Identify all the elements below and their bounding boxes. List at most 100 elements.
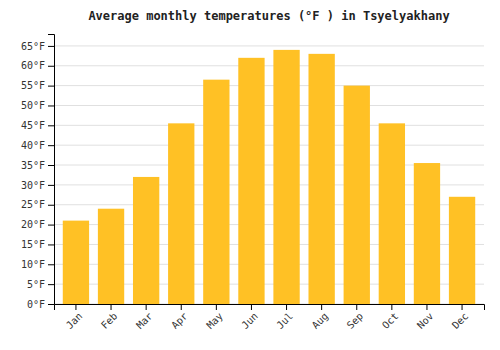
- tick-label: Jun: [239, 310, 260, 331]
- tick-mark: [48, 205, 54, 206]
- tick-label: Sep: [345, 310, 366, 331]
- bar: [98, 209, 124, 304]
- plot-area: [63, 50, 475, 304]
- tick-label: Aug: [310, 310, 331, 331]
- tick-label: 0°F: [27, 299, 45, 310]
- bar: [133, 177, 159, 304]
- tick: 10°F: [21, 259, 54, 270]
- tick: Apr: [169, 304, 190, 331]
- grid-line: [54, 45, 484, 46]
- tick-mark: [321, 304, 322, 310]
- tick-label: 55°F: [21, 80, 45, 91]
- tick: Jul: [274, 304, 295, 331]
- tick-mark: [146, 304, 147, 310]
- tick: Dec: [450, 304, 471, 331]
- tick: 50°F: [21, 100, 54, 111]
- tick-mark: [75, 304, 76, 310]
- tick: 60°F: [21, 60, 54, 71]
- tick-label: Jul: [274, 310, 295, 331]
- tick-mark: [462, 304, 463, 310]
- tick-label: Jan: [64, 310, 85, 331]
- tick-label: 25°F: [21, 199, 45, 210]
- axis-line: [48, 35, 55, 305]
- tick-label: Oct: [380, 310, 401, 331]
- tick-label: 20°F: [21, 219, 45, 230]
- tick-label: 60°F: [21, 60, 45, 71]
- tick-label: May: [204, 310, 225, 331]
- tick: Aug: [310, 304, 331, 331]
- tick-label: 10°F: [21, 259, 45, 270]
- tick: Oct: [380, 304, 401, 331]
- tick-mark: [426, 304, 427, 310]
- tick: 15°F: [21, 239, 54, 250]
- tick-mark: [48, 244, 54, 245]
- tick: 20°F: [21, 219, 54, 230]
- bar: [203, 80, 229, 304]
- tick-mark: [286, 304, 287, 310]
- tick-label: 15°F: [21, 239, 45, 250]
- grid-line: [54, 105, 484, 106]
- tick-label: Feb: [99, 310, 120, 331]
- tick: 65°F: [21, 41, 54, 52]
- tick-mark: [48, 304, 54, 305]
- tick-mark: [48, 105, 54, 106]
- tick-mark: [48, 46, 54, 47]
- tick-label: 65°F: [21, 41, 45, 52]
- tick-mark: [356, 304, 357, 310]
- bar: [63, 221, 89, 304]
- tick-mark: [48, 264, 54, 265]
- tick-mark: [48, 86, 54, 87]
- title: Average monthly temperatures (°F ) in Ts…: [88, 9, 449, 23]
- tick-mark: [48, 125, 54, 126]
- tick: Jan: [64, 304, 85, 331]
- tick-mark: [111, 304, 112, 310]
- bar: [168, 123, 194, 304]
- tick-label: 35°F: [21, 160, 45, 171]
- tick-mark: [391, 304, 392, 310]
- tick: Sep: [345, 304, 366, 331]
- grid-line: [54, 65, 484, 66]
- tick: 30°F: [21, 180, 54, 191]
- x-axis: Jan Feb Mar Apr May Jun Jul Aug Sep Oct Nov Dec: [55, 304, 485, 331]
- tick: Feb: [99, 304, 120, 331]
- tick-label: 30°F: [21, 180, 45, 191]
- grid-line: [54, 145, 484, 146]
- tick: Jun: [239, 304, 260, 331]
- bar: [273, 50, 299, 304]
- grid-line: [54, 125, 484, 126]
- bar: [379, 123, 405, 304]
- tick: 5°F: [27, 279, 54, 290]
- tick-label: Nov: [415, 310, 436, 331]
- chart: 0°F 5°F 10°F 15°F 20°F 25°F 30°F 35°F 40°F 45°F 50…: [0, 0, 500, 350]
- bar: [308, 54, 334, 304]
- tick: Mar: [134, 304, 155, 331]
- bar: [414, 163, 440, 304]
- tick: 55°F: [21, 80, 54, 91]
- tick-mark: [181, 304, 182, 310]
- tick-mark: [48, 145, 54, 146]
- tick-mark: [251, 304, 252, 310]
- grid-line: [54, 85, 484, 86]
- tick-label: 5°F: [27, 279, 45, 290]
- tick-label: 45°F: [21, 120, 45, 131]
- tick-label: 40°F: [21, 140, 45, 151]
- tick-label: Dec: [450, 310, 471, 331]
- tick-mark: [216, 304, 217, 310]
- tick: 45°F: [21, 120, 54, 131]
- tick-label: 50°F: [21, 100, 45, 111]
- tick: 35°F: [21, 160, 54, 171]
- tick: May: [204, 304, 225, 331]
- tick-mark: [48, 284, 54, 285]
- tick-label: Apr: [169, 310, 190, 331]
- tick: Nov: [415, 304, 436, 331]
- y-axis: 0°F 5°F 10°F 15°F 20°F 25°F 30°F 35°F 40°F 45°F 50…: [21, 35, 55, 310]
- bar: [449, 197, 475, 304]
- tick-mark: [48, 225, 54, 226]
- tick: 0°F: [27, 299, 54, 310]
- bar: [238, 58, 264, 304]
- tick: 40°F: [21, 140, 54, 151]
- grid: [54, 46, 484, 304]
- tick-mark: [48, 66, 54, 67]
- tick-mark: [48, 185, 54, 186]
- tick-mark: [48, 165, 54, 166]
